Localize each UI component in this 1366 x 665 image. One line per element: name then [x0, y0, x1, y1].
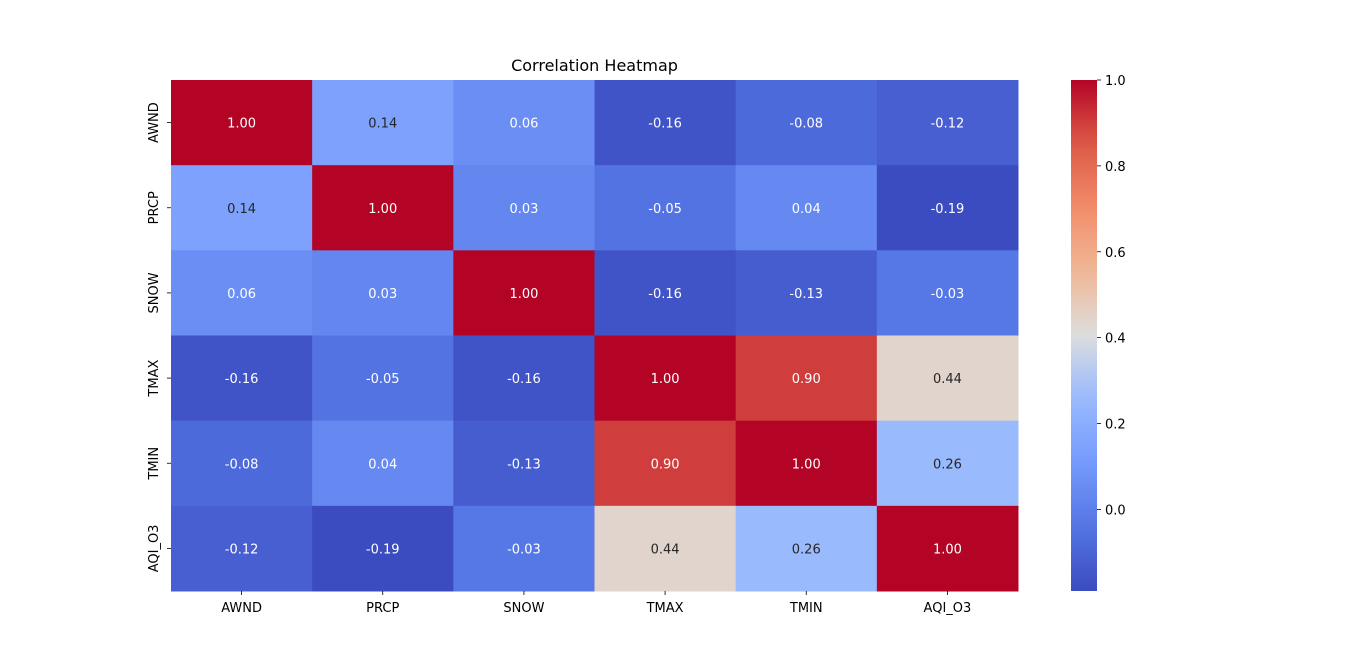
- heatmap-cell-2-5: [876, 250, 1019, 336]
- heatmap-cell-label-3-2: -0.16: [507, 372, 541, 387]
- heatmap-cell-0-3: [594, 80, 737, 166]
- heatmap-cell-label-0-0: 1.00: [227, 117, 256, 132]
- heatmap-cell-label-4-3: 0.90: [651, 457, 680, 472]
- heatmap-cell-label-5-3: 0.44: [651, 542, 680, 557]
- heatmap-cell-4-0: [171, 420, 313, 507]
- heatmap-cell-label-1-0: 0.14: [227, 202, 256, 217]
- heatmap-cell-5-2: [453, 505, 595, 592]
- y-tick-label-5: AQI_O3: [147, 525, 162, 573]
- heatmap-cell-label-5-5: 1.00: [933, 542, 962, 557]
- colorbar-tick-label-4: 0.2: [1105, 418, 1126, 433]
- heatmap-cell-label-5-0: -0.12: [225, 542, 259, 557]
- heatmap-cell-1-1: [312, 165, 454, 251]
- heatmap-cell-2-3: [594, 250, 737, 336]
- heatmap-cell-2-1: [312, 250, 454, 336]
- heatmap-cell-label-2-5: -0.03: [931, 287, 965, 302]
- heatmap-cell-1-5: [876, 165, 1019, 251]
- heatmap-cell-5-1: [312, 505, 454, 592]
- heatmap-cell-label-0-3: -0.16: [648, 117, 682, 132]
- heatmap-cell-3-0: [171, 335, 313, 422]
- x-tick-label-3: TMAX: [646, 601, 684, 616]
- heatmap-cell-2-4: [735, 250, 878, 336]
- colorbar-tick-label-0: 1.0: [1105, 74, 1126, 89]
- heatmap-cell-label-4-5: 0.26: [933, 457, 962, 472]
- heatmap-cell-label-5-4: 0.26: [792, 542, 821, 557]
- heatmap-cell-label-5-2: -0.03: [507, 542, 541, 557]
- heatmap-cell-label-2-3: -0.16: [648, 287, 682, 302]
- heatmap-cell-label-1-2: 0.03: [509, 202, 538, 217]
- y-tick-label-4: TMIN: [147, 447, 162, 481]
- heatmap-cell-4-4: [735, 420, 878, 507]
- heatmap-cell-3-5: [876, 335, 1019, 422]
- heatmap-cell-label-4-1: 0.04: [368, 457, 397, 472]
- heatmap-cell-label-1-5: -0.19: [931, 202, 965, 217]
- heatmap-cell-label-0-1: 0.14: [368, 117, 397, 132]
- heatmap-cell-label-3-5: 0.44: [933, 372, 962, 387]
- heatmap-cell-label-1-4: 0.04: [792, 202, 821, 217]
- heatmap-cell-4-3: [594, 420, 737, 507]
- heatmap-cell-5-4: [735, 505, 878, 592]
- colorbar: 1.0 0.8 0.6 0.4 0.2 0.0: [1071, 74, 1126, 591]
- colorbar-gradient: [1071, 80, 1097, 591]
- heatmap-cell-label-3-4: 0.90: [792, 372, 821, 387]
- heatmap-cell-2-0: [171, 250, 313, 336]
- x-tick-label-5: AQI_O3: [924, 601, 972, 616]
- heatmap-cells: 1.00 0.14 0.06 -0.16 -0.08 -0.12 0.14 1.00 0.03 -…: [171, 80, 1019, 592]
- heatmap-cell-label-3-3: 1.00: [651, 372, 680, 387]
- heatmap-cell-2-2: [453, 250, 595, 336]
- y-tick-label-0: AWND: [147, 102, 162, 143]
- heatmap-cell-label-0-2: 0.06: [509, 117, 538, 132]
- x-tick-label-0: AWND: [221, 601, 262, 616]
- heatmap-cell-0-4: [735, 80, 878, 166]
- x-tick-label-2: SNOW: [503, 601, 544, 616]
- colorbar-tick-label-3: 0.4: [1105, 332, 1126, 347]
- heatmap-cell-1-2: [453, 165, 595, 251]
- heatmap-cell-label-2-1: 0.03: [368, 287, 397, 302]
- heatmap-cell-label-3-1: -0.05: [366, 372, 400, 387]
- heatmap-cell-5-5: [876, 505, 1019, 592]
- x-tick-label-1: PRCP: [366, 601, 399, 616]
- heatmap-cell-label-4-4: 1.00: [792, 457, 821, 472]
- heatmap-cell-label-1-1: 1.00: [368, 202, 397, 217]
- x-axis: AWND PRCP SNOW TMAX TMIN AQI_O3: [221, 591, 971, 616]
- colorbar-tick-label-1: 0.8: [1105, 160, 1126, 175]
- colorbar-tick-label-2: 0.6: [1105, 246, 1126, 261]
- heatmap-cell-0-0: [171, 80, 313, 166]
- heatmap-cell-0-2: [453, 80, 595, 166]
- chart-title: Correlation Heatmap: [511, 56, 678, 75]
- heatmap-cell-label-5-1: -0.19: [366, 542, 400, 557]
- heatmap-cell-5-3: [594, 505, 737, 592]
- heatmap-cell-label-4-2: -0.13: [507, 457, 541, 472]
- y-tick-label-2: SNOW: [147, 272, 162, 313]
- y-tick-label-3: TMAX: [147, 360, 162, 398]
- heatmap-cell-5-0: [171, 505, 313, 592]
- heatmap-cell-1-4: [735, 165, 878, 251]
- heatmap-cell-3-4: [735, 335, 878, 422]
- heatmap-cell-label-2-2: 1.00: [509, 287, 538, 302]
- heatmap-cell-3-3: [594, 335, 737, 422]
- heatmap-cell-label-1-3: -0.05: [648, 202, 682, 217]
- heatmap-cell-4-5: [876, 420, 1019, 507]
- heatmap-cell-label-4-0: -0.08: [225, 457, 259, 472]
- heatmap-cell-1-0: [171, 165, 313, 251]
- heatmap-cell-0-5: [876, 80, 1019, 166]
- heatmap-cell-4-2: [453, 420, 595, 507]
- heatmap-cell-1-3: [594, 165, 737, 251]
- y-axis: AWND PRCP SNOW TMAX TMIN AQI_O3: [147, 102, 171, 572]
- heatmap-cell-label-0-4: -0.08: [789, 117, 823, 132]
- x-tick-label-4: TMIN: [789, 601, 823, 616]
- heatmap-cell-label-2-0: 0.06: [227, 287, 256, 302]
- heatmap-cell-3-1: [312, 335, 454, 422]
- y-tick-label-1: PRCP: [147, 191, 162, 224]
- colorbar-tick-label-5: 0.0: [1105, 503, 1126, 518]
- heatmap-cell-label-3-0: -0.16: [225, 372, 259, 387]
- heatmap-cell-label-2-4: -0.13: [789, 287, 823, 302]
- heatmap-cell-label-0-5: -0.12: [931, 117, 965, 132]
- heatmap-cell-4-1: [312, 420, 454, 507]
- heatmap-cell-0-1: [312, 80, 454, 166]
- heatmap-cell-3-2: [453, 335, 595, 422]
